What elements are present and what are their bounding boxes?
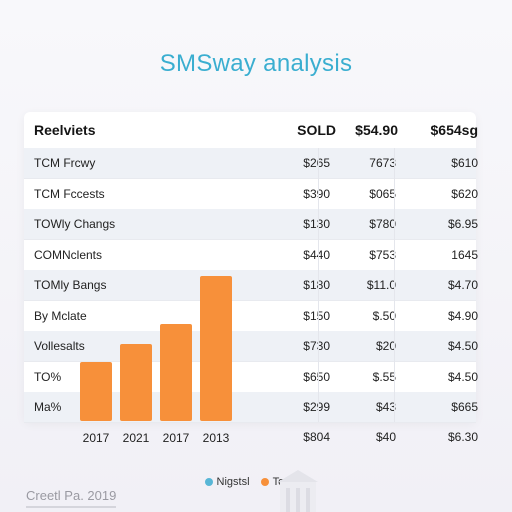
footer-col-1: $804 [303, 430, 330, 444]
row-value-c3: $6.95 [447, 217, 478, 231]
x-tick-label: 2013 [203, 431, 230, 445]
row-value-c2: $753 [369, 247, 396, 262]
row-value-c2: $.50 [372, 308, 396, 323]
page-title: SMSway analysis [159, 50, 353, 77]
bar [160, 324, 192, 421]
bar [200, 276, 232, 421]
row-value-c3: $4.50 [447, 339, 478, 353]
row-value-c1: $390 [303, 186, 330, 201]
row-value-c2: $11.0 [366, 278, 396, 292]
row-value-c2: $.55 [372, 369, 396, 384]
row-label: TCM Fccests [34, 186, 105, 201]
row-value-c1: $265 [303, 156, 330, 170]
legend-label: Nigstsl [216, 476, 250, 488]
row-value-c3: $620 [451, 186, 478, 201]
legend-item: Nigstsl [204, 476, 250, 488]
legend-swatch [204, 478, 213, 487]
row-label: TO% [34, 369, 62, 384]
table-row: TOWly Changs $130 $780 $6.95 [24, 209, 478, 240]
column-divider [394, 148, 395, 422]
row-label: By Mclate [34, 308, 87, 323]
row-value-c1: $650 [303, 369, 330, 384]
row-value-c3: $4.90 [447, 308, 478, 323]
row-value-c1: $150 [303, 308, 330, 323]
row-value-c2: $20 [375, 339, 396, 353]
row-value-c1: $180 [303, 278, 330, 292]
legend: Nigstsl Torway [0, 476, 512, 488]
row-value-c3: $665 [451, 400, 478, 414]
row-label: TOMly Bangs [34, 278, 107, 292]
credit-text: Creetl Pa. 2019 [26, 488, 117, 503]
x-tick-label: 2017 [83, 431, 110, 445]
header-col-1: SOLD [297, 122, 336, 138]
row-value-c1: $299 [303, 400, 330, 414]
row-label: TOWly Changs [34, 217, 116, 231]
legend-swatch [260, 478, 269, 487]
x-tick-label: 2021 [123, 431, 150, 445]
table-row: TCM Frcwy $265 7673 $610 [24, 148, 478, 179]
building-illustration [278, 470, 318, 512]
row-label: Vollesalts [34, 339, 85, 353]
row-value-c2: 7673 [369, 156, 396, 170]
row-value-c2: $065 [369, 186, 396, 201]
footer-col-2: $40 [375, 430, 396, 444]
row-value-c1: $130 [303, 217, 330, 231]
credit-underline [26, 506, 116, 508]
row-value-c1: $730 [303, 339, 330, 353]
row-label: COMNclents [34, 247, 103, 262]
x-tick-label: 2017 [163, 431, 190, 445]
row-value-c2: $43 [375, 400, 396, 414]
row-value-c3: $4.70 [447, 278, 478, 292]
row-value-c3: $610 [451, 156, 478, 170]
row-value-c3: 1645 [451, 247, 478, 262]
row-value-c1: $440 [303, 247, 330, 262]
row-value-c3: $4.50 [447, 369, 478, 384]
bar [80, 362, 112, 421]
row-label: Ma% [34, 400, 62, 414]
column-divider [318, 148, 319, 422]
header-label: Reelviets [34, 122, 96, 138]
table-footer-row: $804 $40 $6.30 [24, 428, 478, 448]
footer-col-3: $6.30 [447, 430, 478, 444]
header-col-2: $54.90 [355, 122, 398, 138]
row-value-c2: $780 [369, 217, 396, 231]
table-row: TOMly Bangs $180 $11.0 $4.70 [24, 270, 478, 301]
table-row: Vollesalts $730 $20 $4.50 [24, 331, 478, 362]
header-col-3: $654sg [430, 122, 478, 138]
bar [120, 344, 152, 421]
row-label: TCM Frcwy [34, 156, 96, 170]
